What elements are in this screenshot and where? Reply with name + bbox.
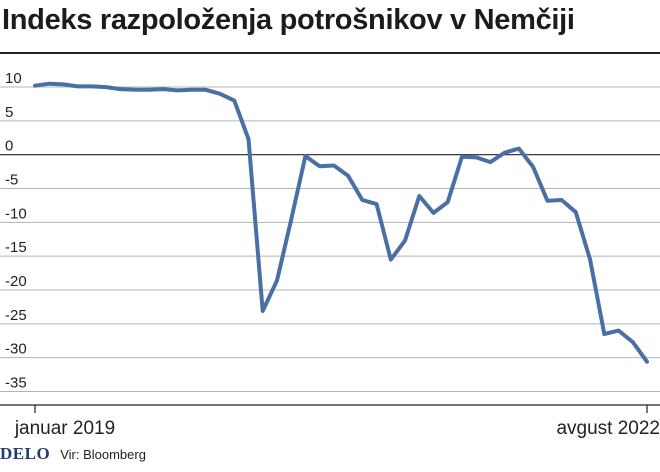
x-tick-labels: januar 2019 avgust 2022 [14, 405, 660, 439]
series-line [33, 81, 649, 364]
y-tick-label: -30 [5, 341, 27, 358]
y-tick-label: -25 [5, 307, 27, 324]
footer: DELO Vir: Bloomberg [0, 444, 146, 464]
x-tick-label: avgust 2022 [556, 418, 660, 439]
brand-logo: DELO [0, 444, 51, 463]
x-tick-label: januar 2019 [14, 418, 115, 439]
y-tick-label: -5 [5, 172, 18, 189]
y-tick-labels: 10 5 0 -5 -10 -15 -20 -25 -30 -35 [5, 70, 27, 391]
y-tick-label: -35 [5, 374, 27, 391]
title-divider [0, 52, 660, 54]
gridlines [0, 86, 660, 392]
y-tick-label: -20 [5, 273, 27, 290]
y-tick-label: 5 [5, 104, 13, 121]
y-tick-label: 10 [5, 70, 22, 87]
y-tick-label: 0 [5, 138, 13, 155]
chart-title: Indeks razpoloženja potrošnikov v Nemčij… [2, 4, 575, 36]
source-note: Vir: Bloomberg [60, 446, 146, 462]
y-tick-label: -10 [5, 205, 27, 222]
y-tick-label: -15 [5, 239, 27, 256]
series [33, 81, 649, 364]
